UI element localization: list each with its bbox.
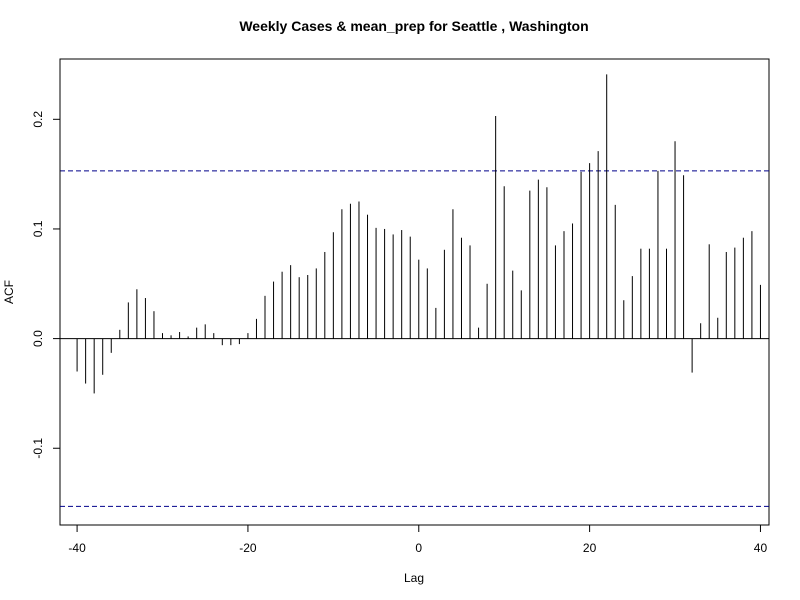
x-tick-label: 40 [754, 541, 768, 555]
x-tick-label: 20 [583, 541, 597, 555]
y-axis-label: ACF [2, 280, 16, 304]
acf-bars [76, 74, 761, 394]
chart-title: Weekly Cases & mean_prep for Seattle , W… [239, 18, 588, 34]
x-axis-label: Lag [404, 571, 424, 585]
x-tick-label: -20 [239, 541, 257, 555]
confidence-bounds [60, 170, 769, 507]
plot-frame [59, 58, 770, 526]
x-axis: -40 -20 0 20 40 [68, 524, 768, 555]
y-tick-label: 0.0 [31, 330, 45, 347]
x-tick-label: -40 [68, 541, 86, 555]
y-axis: -0.1 0.0 0.1 0.2 [31, 111, 61, 459]
y-tick-label: 0.1 [31, 220, 45, 237]
y-tick-label: -0.1 [31, 438, 45, 459]
y-tick-label: 0.2 [31, 111, 45, 128]
x-tick-label: 0 [415, 541, 422, 555]
